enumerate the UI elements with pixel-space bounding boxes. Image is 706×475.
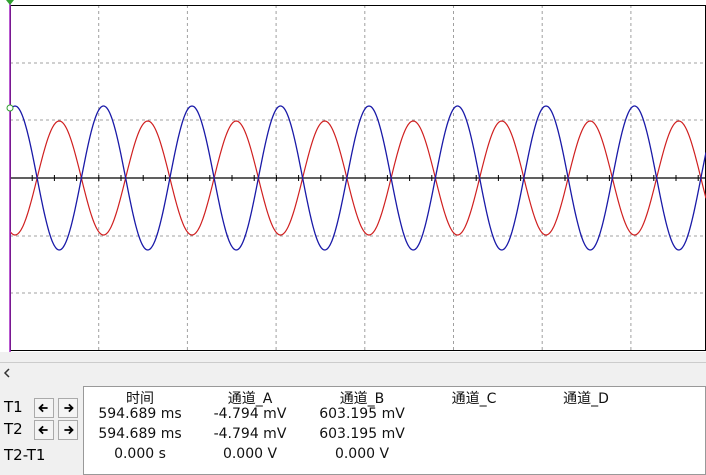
move-left-button[interactable] [34, 420, 54, 440]
column-header: 通道_B [339, 391, 385, 407]
readout-value: 0.000 V [334, 446, 390, 462]
column-header: 时间 [126, 391, 154, 407]
move-right-button[interactable] [58, 420, 78, 440]
scroll-left[interactable] [0, 363, 14, 383]
channel-b-trace [9, 105, 706, 251]
arrow-icon [38, 425, 48, 435]
arrow-icon [64, 425, 74, 435]
readout-value: -4.794 mV [213, 406, 287, 422]
cursor-label: T2 [4, 420, 23, 438]
move-right-button[interactable] [58, 398, 78, 418]
arrow-icon [38, 403, 48, 413]
cursor-label: T1 [4, 398, 23, 416]
readout-value: -4.794 mV [213, 426, 287, 442]
screen-bg [0, 0, 706, 352]
cursor-label: T2-T1 [4, 446, 46, 464]
channel-a-trace [9, 120, 706, 236]
readout-value: 594.689 ms [98, 426, 182, 442]
scrollbar[interactable] [0, 362, 706, 383]
arrow-icon [64, 403, 74, 413]
readout-value: 603.195 mV [319, 406, 405, 422]
grid [10, 5, 706, 350]
trigger-marker [6, 104, 14, 112]
column-header: 通道_A [227, 391, 273, 407]
scope-screen [0, 0, 706, 352]
cursor-marker[interactable] [6, 0, 14, 5]
column-header: 通道_C [451, 391, 497, 407]
readout-value: 603.195 mV [319, 426, 405, 442]
move-left-button[interactable] [34, 398, 54, 418]
column-header: 通道_D [563, 391, 609, 407]
readout-value: 594.689 ms [98, 406, 182, 422]
readout-value: 0.000 V [222, 446, 278, 462]
readout-value: 0.000 s [114, 446, 166, 462]
